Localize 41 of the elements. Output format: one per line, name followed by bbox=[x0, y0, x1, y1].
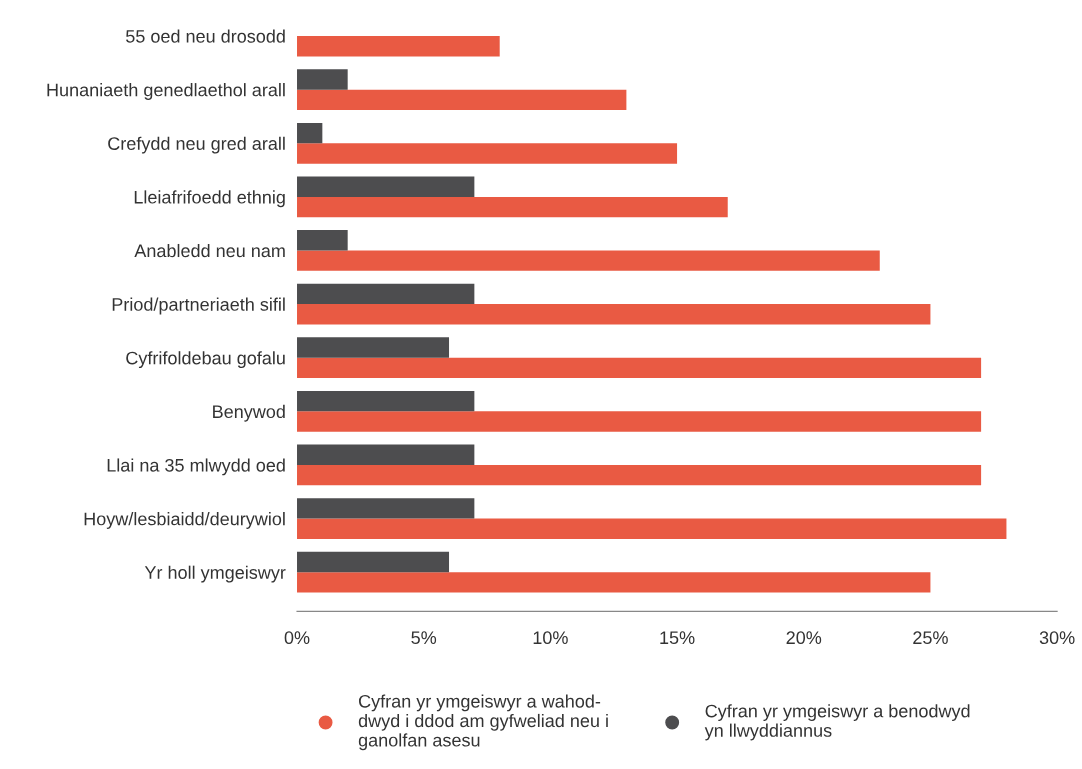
bar bbox=[297, 337, 450, 358]
bar bbox=[297, 89, 627, 111]
bar bbox=[297, 444, 475, 465]
y-tick-label: Crefydd neu gred arall bbox=[108, 136, 285, 154]
y-tick-label: Llai na 35 mlwydd oed bbox=[107, 458, 285, 476]
x-tick-label: 15% bbox=[660, 631, 695, 645]
y-tick-label: Yr holl ymgeiswyr bbox=[144, 565, 286, 583]
y-tick-label: 55 oed neu drosodd bbox=[126, 29, 285, 43]
bar bbox=[297, 230, 348, 251]
x-tick-label: 25% bbox=[913, 631, 948, 645]
x-tick-label: 5% bbox=[411, 631, 437, 645]
bar bbox=[297, 498, 475, 519]
bar bbox=[297, 69, 348, 90]
y-tick-label: Benywod bbox=[213, 404, 285, 422]
x-tick-label: 10% bbox=[533, 631, 568, 645]
legend-label: Cyfran yr ymgeiswyr a benodwyd yn llwyddiannus bbox=[704, 704, 970, 741]
bar bbox=[297, 304, 931, 325]
bar bbox=[297, 122, 323, 144]
bar bbox=[297, 411, 982, 432]
y-tick-label: Hunaniaeth genedlaethol arall bbox=[47, 83, 285, 100]
bar bbox=[297, 36, 500, 57]
y-tick-label: Cyfrifoldebau gofalu bbox=[126, 351, 285, 369]
y-tick-label: Anabledd neu nam bbox=[134, 243, 285, 258]
y-tick-label: Lleiafrifoedd ethnig bbox=[134, 190, 285, 208]
bar bbox=[297, 176, 475, 197]
x-tick-label: 30% bbox=[1039, 631, 1075, 645]
y-tick-label: Hoyw/lesbiaidd/deurywiol bbox=[84, 512, 285, 529]
bar bbox=[297, 196, 728, 218]
x-tick-label: 20% bbox=[786, 631, 822, 645]
bar bbox=[297, 518, 1007, 539]
bar bbox=[297, 464, 982, 486]
bar bbox=[297, 572, 931, 593]
x-tick-label: 0% bbox=[284, 631, 310, 645]
bar bbox=[297, 143, 678, 164]
bar bbox=[297, 551, 450, 573]
bar bbox=[297, 390, 475, 412]
bar bbox=[297, 283, 475, 305]
bar bbox=[297, 250, 880, 271]
legend-label: Cyfran yr ymgeiswyr a wahod- dwyd i ddod am gyfweliad neu i ganolfan asesu bbox=[358, 694, 608, 751]
bar bbox=[297, 357, 982, 379]
y-tick-label: Priod/partneriaeth sifil bbox=[112, 297, 285, 315]
